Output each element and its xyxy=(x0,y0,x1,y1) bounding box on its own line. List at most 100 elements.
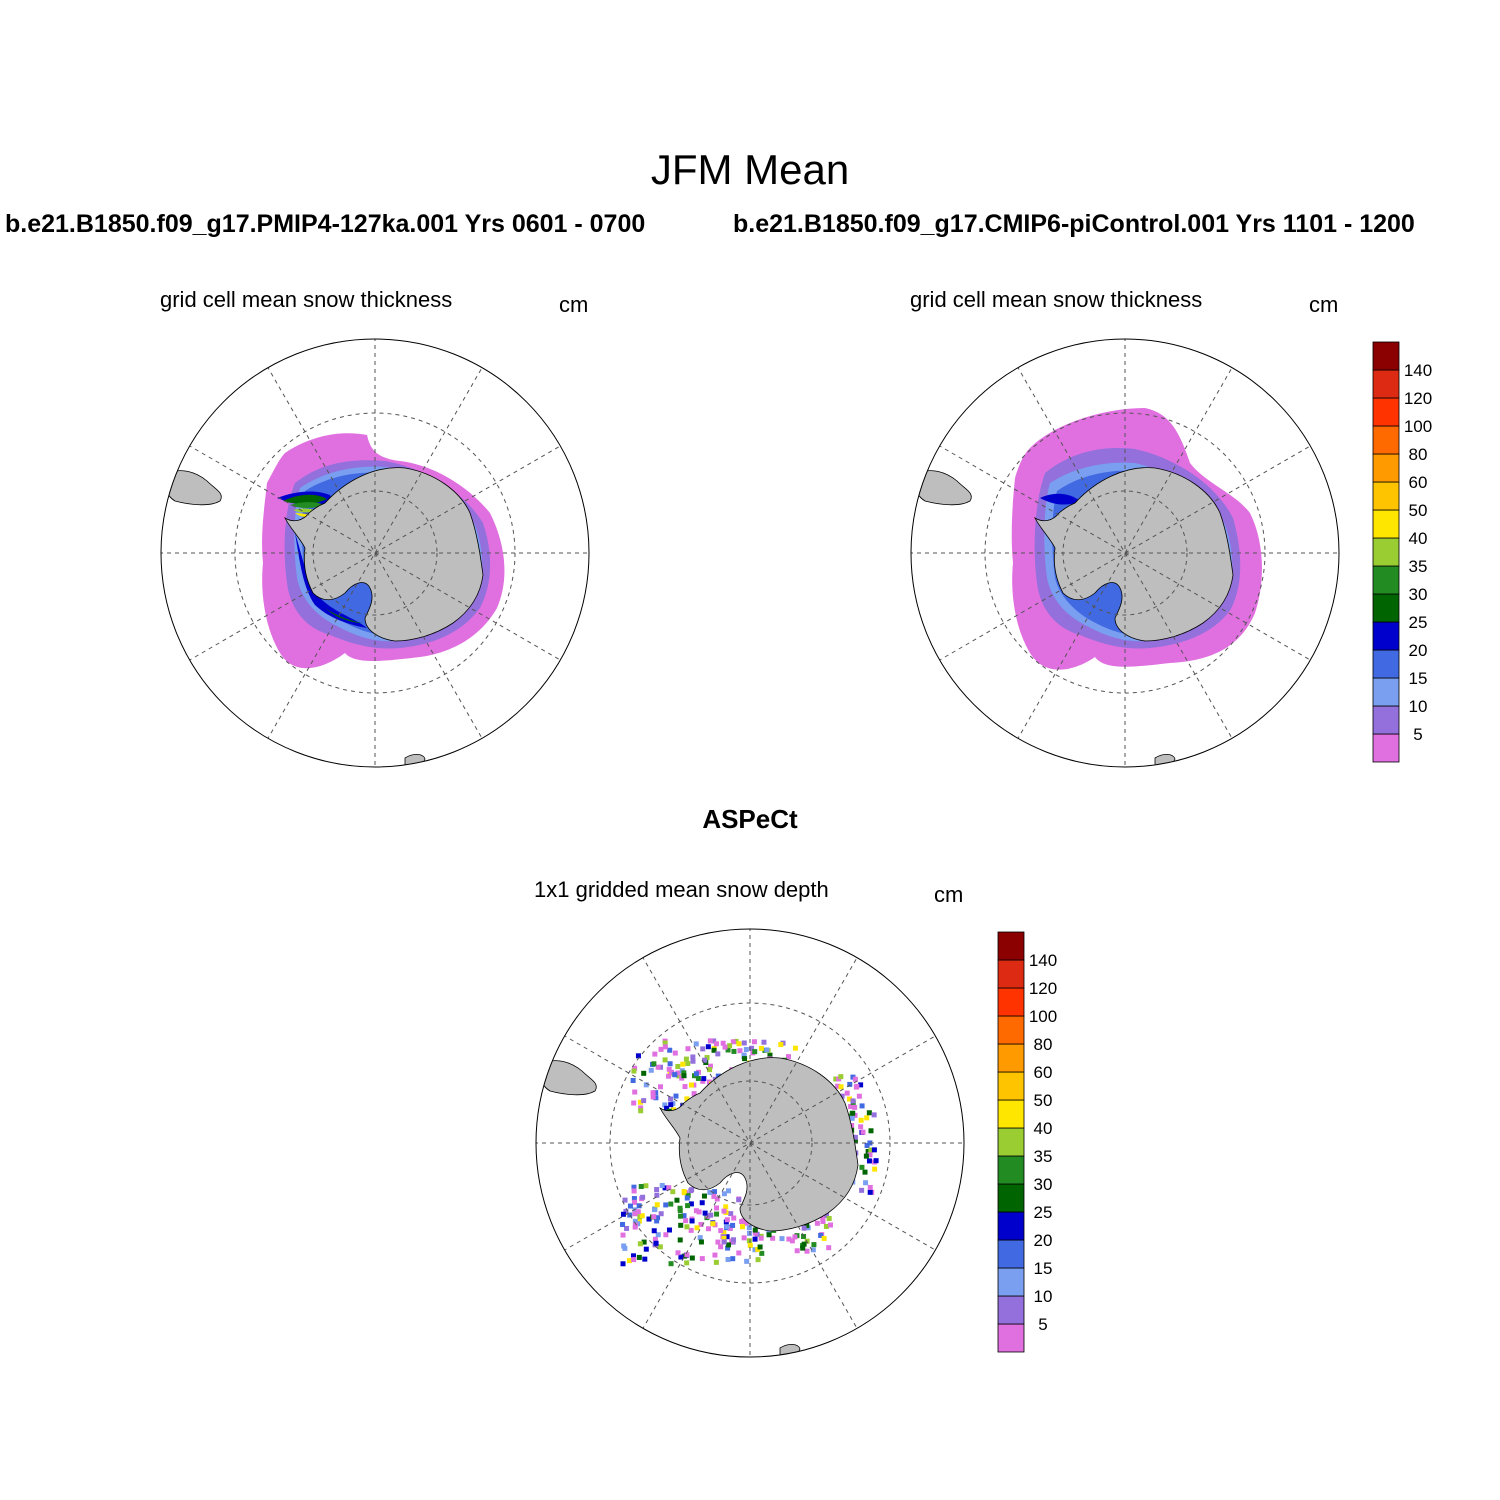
obs-cell xyxy=(789,1238,795,1244)
colorbar-tick-label: 40 xyxy=(1034,1119,1053,1138)
obs-cell xyxy=(651,1228,657,1234)
left-panel-units: cm xyxy=(559,292,589,317)
colorbar-bin xyxy=(1372,705,1400,735)
obs-cell xyxy=(823,1223,829,1229)
obs-cell xyxy=(746,1238,752,1244)
antarctica-land xyxy=(1034,467,1234,642)
obs-cell xyxy=(736,1197,742,1203)
obs-cell xyxy=(675,1250,681,1256)
left-case-title: b.e21.B1850.f09_g17.PMIP4-127ka.001 Yrs … xyxy=(5,210,646,238)
obs-cell xyxy=(725,1188,731,1194)
obs-cell xyxy=(722,1044,728,1050)
bottom-panel-variable: 1x1 gridded mean snow depth xyxy=(534,877,829,902)
colorbar-bin xyxy=(997,931,1025,961)
obs-cell xyxy=(690,1054,696,1060)
obs-cell xyxy=(624,1225,630,1231)
obs-cell xyxy=(835,1083,841,1089)
obs-cell xyxy=(833,1076,839,1082)
colorbar-tick-label: 15 xyxy=(1034,1259,1053,1278)
obs-cell xyxy=(826,1215,832,1221)
obs-cell xyxy=(685,1193,691,1199)
obs-cell xyxy=(632,1211,638,1217)
obs-cell xyxy=(838,1074,844,1080)
obs-cell xyxy=(677,1237,683,1243)
obs-cell xyxy=(627,1212,633,1218)
obs-cell xyxy=(683,1056,689,1062)
obs-cell xyxy=(689,1255,695,1261)
colorbar-bin xyxy=(1372,733,1400,763)
obs-cell xyxy=(718,1228,724,1234)
graticule xyxy=(911,339,1339,767)
obs-cell xyxy=(643,1082,649,1088)
obs-cell xyxy=(755,1257,761,1263)
obs-cell xyxy=(711,1193,717,1199)
obs-cell xyxy=(677,1207,683,1213)
obs-cell xyxy=(672,1050,678,1056)
antarctica-land xyxy=(659,1057,859,1232)
obs-cell xyxy=(657,1244,663,1250)
obs-cell xyxy=(736,1250,742,1256)
obs-cell xyxy=(691,1091,697,1097)
obs-cell xyxy=(698,1221,704,1227)
obs-cell xyxy=(643,1246,649,1252)
snow-band-25cm xyxy=(1040,493,1080,505)
obs-cell xyxy=(635,1053,641,1059)
colorbar-tick-label: 50 xyxy=(1409,501,1428,520)
obs-cell xyxy=(715,1051,721,1057)
obs-cell xyxy=(733,1038,739,1044)
obs-cell xyxy=(675,1070,681,1076)
obs-cell xyxy=(684,1195,690,1201)
obs-cell xyxy=(718,1244,724,1250)
obs-cell xyxy=(630,1253,636,1259)
colorbar-bin xyxy=(997,959,1025,989)
obs-cell xyxy=(820,1216,826,1222)
obs-cell xyxy=(650,1090,656,1096)
obs-cell xyxy=(627,1203,633,1209)
obs-cell xyxy=(666,1066,672,1072)
obs-cell xyxy=(714,1196,720,1202)
obs-cell xyxy=(693,1071,699,1077)
obs-cell xyxy=(766,1228,772,1234)
colorbar-tick-label: 100 xyxy=(1404,417,1432,436)
obs-cell xyxy=(852,1138,858,1144)
obs-cell xyxy=(684,1260,690,1266)
obs-cell xyxy=(731,1215,737,1221)
obs-cell xyxy=(723,1204,729,1210)
obs-cell xyxy=(726,1242,732,1248)
obs-cell xyxy=(804,1223,810,1229)
obs-cell xyxy=(662,1057,668,1063)
obs-cell xyxy=(852,1134,858,1140)
obs-cell xyxy=(741,1040,747,1046)
obs-cell xyxy=(657,1084,663,1090)
colorbar-bin xyxy=(1372,621,1400,651)
colorbar-tick-label: 40 xyxy=(1409,529,1428,548)
obs-cell xyxy=(620,1261,626,1267)
obs-cell xyxy=(693,1041,699,1047)
obs-cell xyxy=(800,1245,806,1251)
obs-cell xyxy=(622,1245,628,1251)
obs-cell xyxy=(867,1152,873,1158)
colorbar-bin xyxy=(997,1155,1025,1185)
obs-cell xyxy=(636,1218,642,1224)
colorbar-tick-label: 5 xyxy=(1413,725,1422,744)
colorbar-tick-label: 140 xyxy=(1404,361,1432,380)
colorbar-tick-label: 120 xyxy=(1404,389,1432,408)
obs-cell xyxy=(715,1073,721,1079)
obs-cell xyxy=(638,1184,644,1190)
obs-cell xyxy=(637,1099,643,1105)
obs-cell xyxy=(721,1239,727,1245)
obs-cell xyxy=(858,1117,864,1123)
obs-cell xyxy=(700,1078,706,1084)
obs-cell xyxy=(864,1142,870,1148)
colorbar-tick-label: 120 xyxy=(1029,979,1057,998)
obs-cell xyxy=(651,1061,657,1067)
obs-cell xyxy=(710,1221,716,1227)
obs-cell xyxy=(724,1234,730,1240)
obs-cell xyxy=(864,1115,870,1121)
colorbar-tick-label: 30 xyxy=(1034,1175,1053,1194)
obs-cell xyxy=(820,1219,826,1225)
obs-cell xyxy=(804,1248,810,1254)
graticule xyxy=(161,339,589,767)
colorbar-bin xyxy=(997,987,1025,1017)
left-panel-variable: grid cell mean snow thickness xyxy=(160,287,453,312)
